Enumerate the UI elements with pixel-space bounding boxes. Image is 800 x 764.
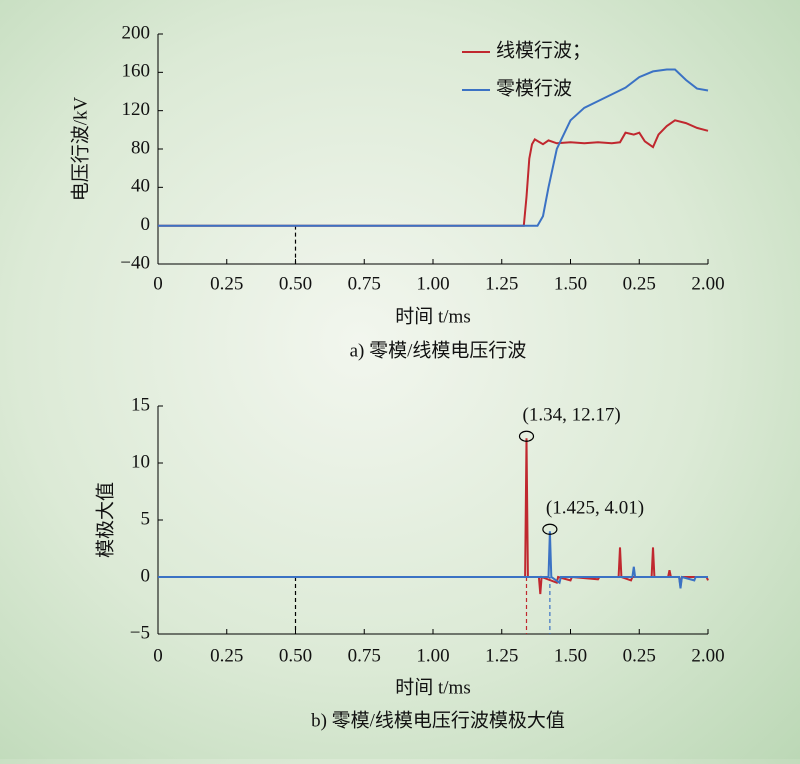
x-tick-label: 1.00 xyxy=(416,273,449,294)
y-tick-label: 5 xyxy=(141,508,151,529)
x-tick-label: 0.50 xyxy=(279,273,312,294)
x-tick-label: 0.25 xyxy=(623,273,656,294)
y-tick-label: 160 xyxy=(122,61,151,82)
y-tick-label: 40 xyxy=(131,176,150,197)
y-tick-label: 80 xyxy=(131,137,150,158)
x-tick-label: 0.50 xyxy=(279,645,312,666)
x-axis-label: 时间 t/ms xyxy=(395,676,470,698)
annotation: (1.425, 4.01) xyxy=(546,498,644,519)
y-tick-label: 15 xyxy=(131,394,150,415)
legend-label: 零模行波 xyxy=(496,77,572,99)
y-tick-label: −5 xyxy=(130,622,150,643)
annotation-circle xyxy=(542,523,558,535)
y-tick-label: 200 xyxy=(122,22,151,43)
series-line xyxy=(158,531,708,589)
x-tick-label: 0.75 xyxy=(348,645,381,666)
x-tick-label: 1.50 xyxy=(554,645,587,666)
legend-label: 线模行波； xyxy=(496,39,591,61)
annotation-circle xyxy=(518,430,535,442)
x-axis-label: 时间 t/ms xyxy=(395,305,470,327)
y-tick-label: 10 xyxy=(131,451,150,472)
x-tick-label: 0.25 xyxy=(210,645,243,666)
y-tick-label: 120 xyxy=(122,99,151,120)
x-tick-label: 2.00 xyxy=(691,273,724,294)
x-tick-label: 1.50 xyxy=(554,273,587,294)
x-tick-label: 0.75 xyxy=(348,273,381,294)
x-tick-label: 1.25 xyxy=(485,273,518,294)
x-tick-label: 1.25 xyxy=(485,645,518,666)
series-line xyxy=(158,68,709,227)
y-axis-label: 电压行波/kV xyxy=(69,96,91,201)
y-tick-label: 0 xyxy=(141,214,151,235)
y-axis-label: 模极大值 xyxy=(94,482,116,558)
annotation: (1.34, 12.17) xyxy=(523,405,621,426)
caption: a) 零模/线模电压行波 xyxy=(350,339,527,361)
x-tick-label: 0 xyxy=(153,273,163,294)
x-tick-label: 0 xyxy=(153,645,163,666)
x-tick-label: 1.00 xyxy=(416,645,449,666)
y-tick-label: −40 xyxy=(120,252,150,273)
y-tick-label: 0 xyxy=(141,565,151,586)
x-tick-label: 2.00 xyxy=(691,645,724,666)
caption: b) 零模/线模电压行波模极大值 xyxy=(311,709,565,731)
x-tick-label: 0.25 xyxy=(210,273,243,294)
x-tick-label: 0.25 xyxy=(623,645,656,666)
series-line xyxy=(158,119,709,227)
